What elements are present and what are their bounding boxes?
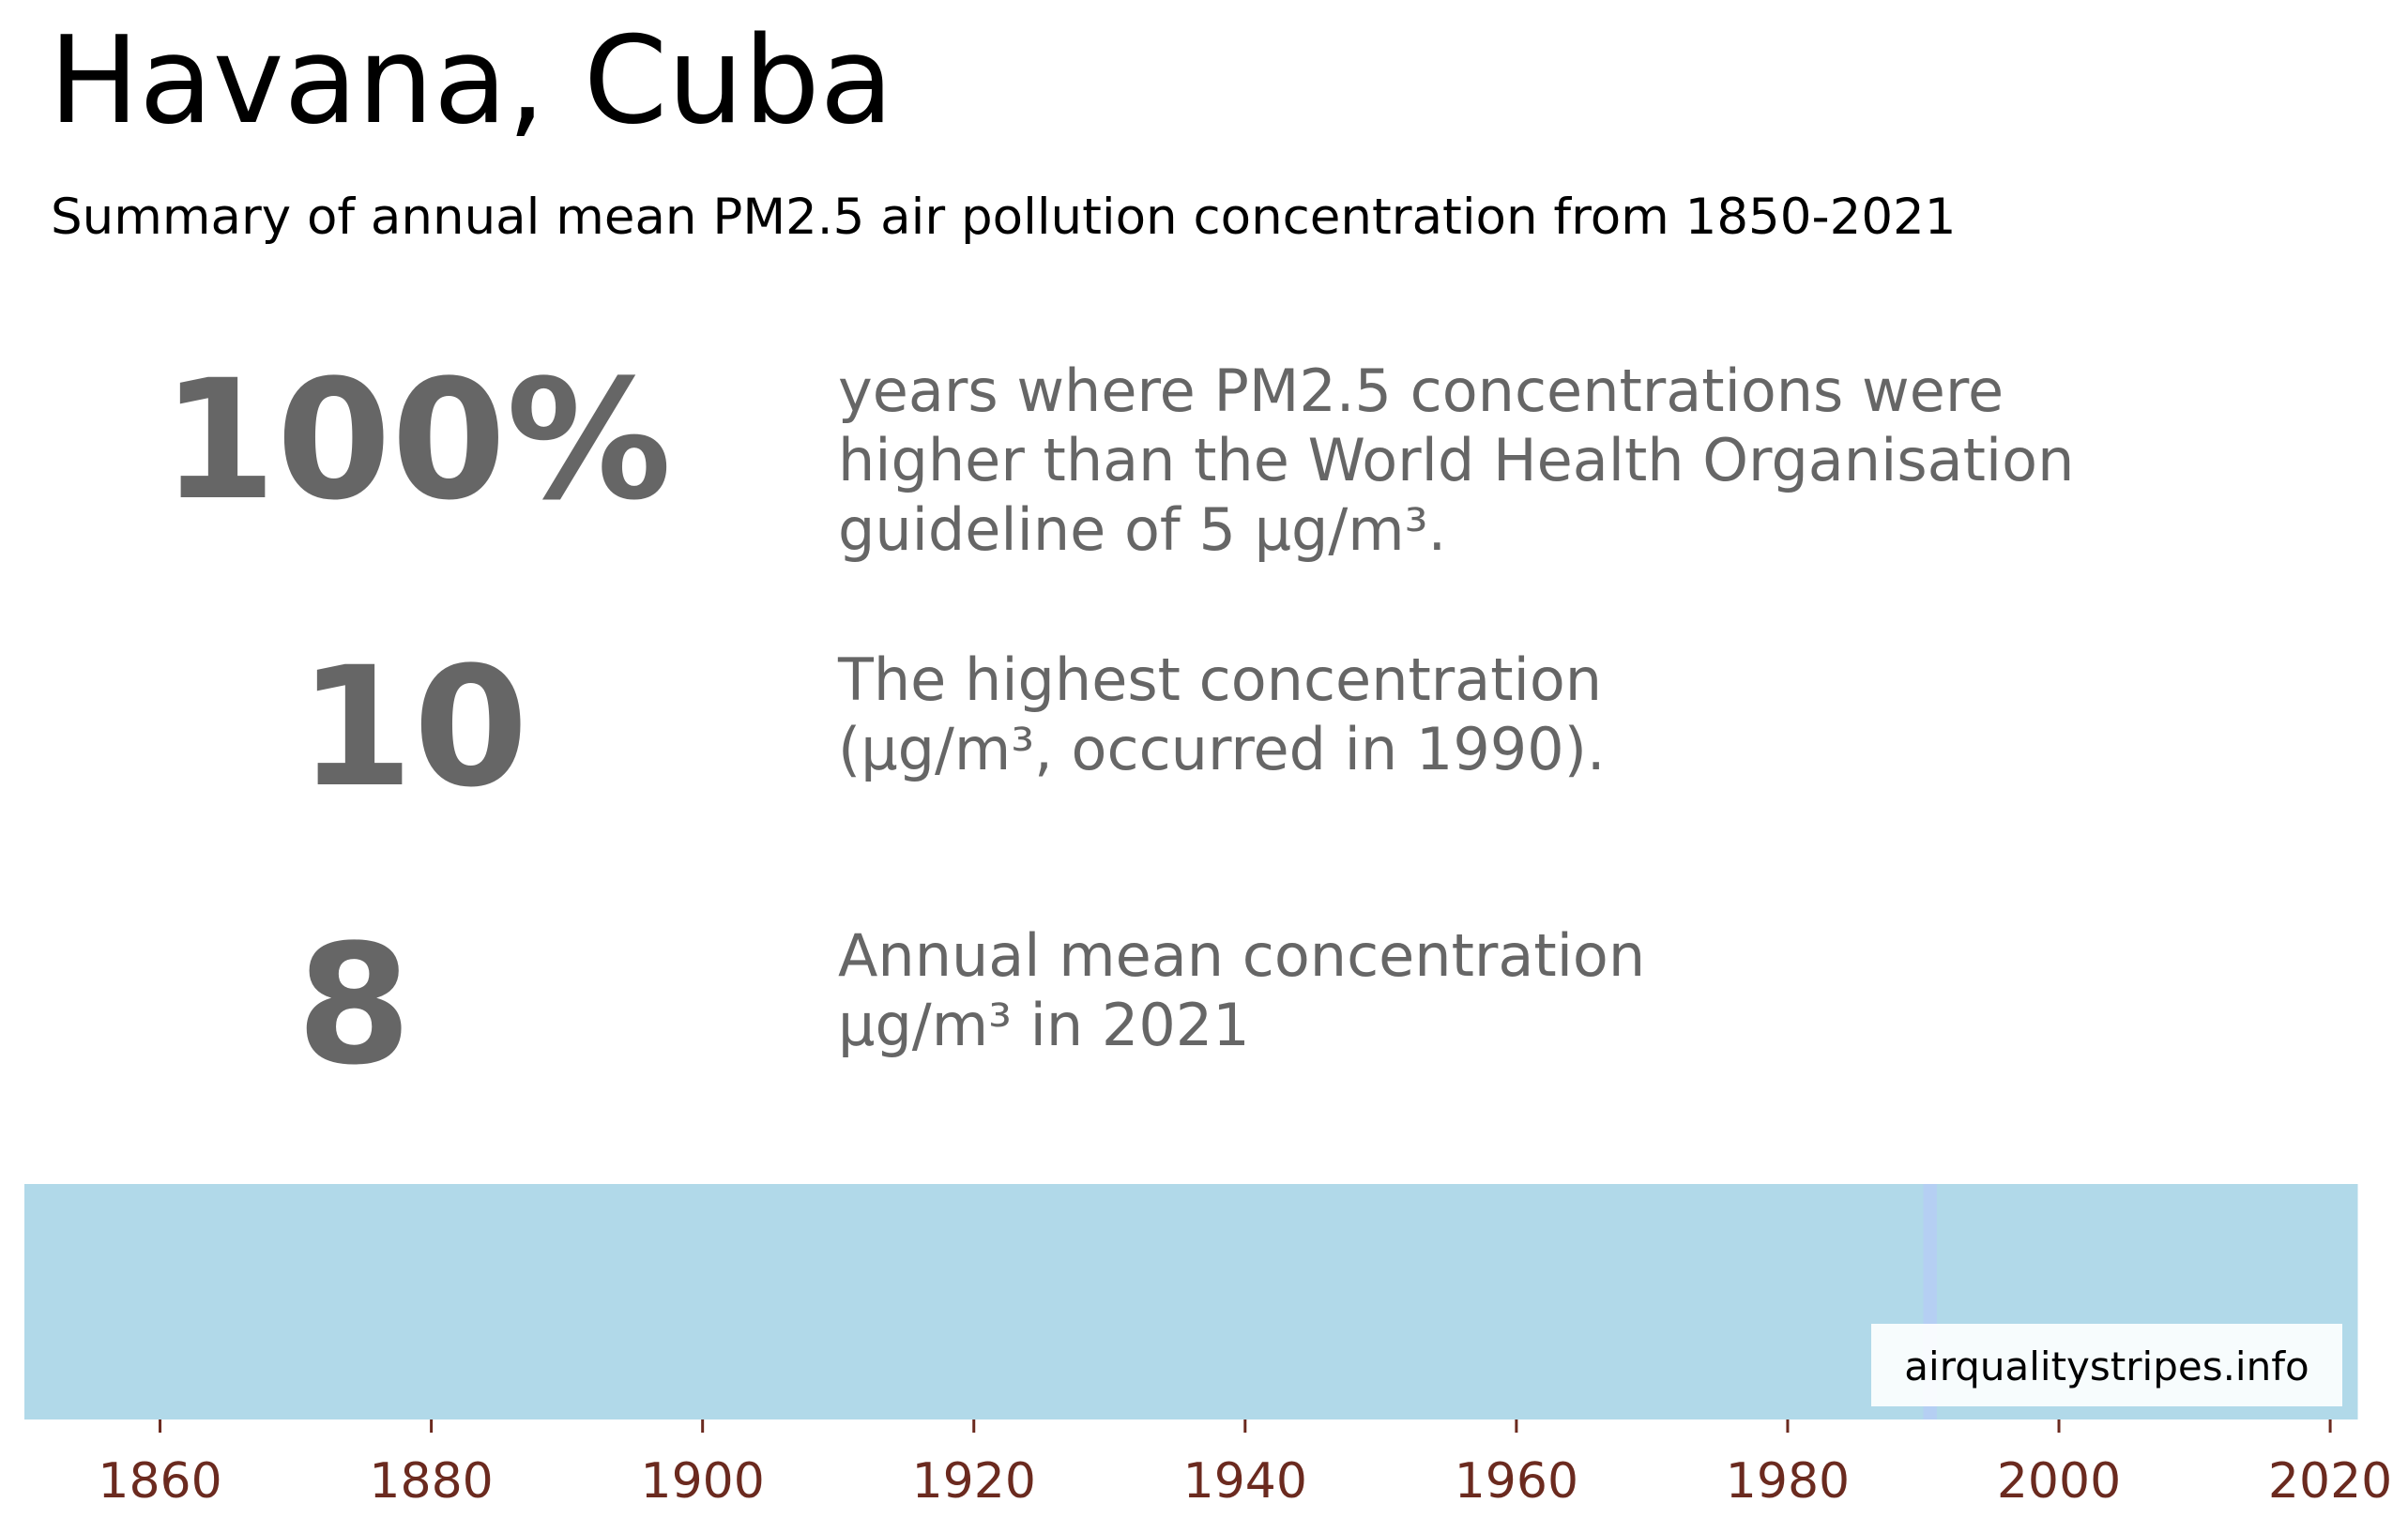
x-tick-label-1860: 1860: [98, 1453, 221, 1510]
x-tick-label-1940: 1940: [1183, 1453, 1307, 1510]
x-tick-label-1880: 1880: [369, 1453, 493, 1510]
x-tick-label-1900: 1900: [641, 1453, 765, 1510]
stat-value-percent-above-guideline: 100%: [161, 344, 672, 537]
watermark-text: airqualitystripes.info: [1904, 1343, 2309, 1389]
x-tick-label-2000: 2000: [1997, 1453, 2121, 1510]
x-tick-label-2020: 2020: [2268, 1453, 2392, 1510]
stat-value-latest-concentration: 8: [297, 909, 412, 1101]
stripe-1850-1989: [24, 1184, 1924, 1419]
x-tick-label-1980: 1980: [1726, 1453, 1850, 1510]
stat-text-percent-above-guideline: years where PM2.5 concentrations were hi…: [838, 357, 2075, 564]
page-title: Havana, Cuba: [49, 11, 893, 151]
x-tick-label-1920: 1920: [912, 1453, 1036, 1510]
page-subtitle: Summary of annual mean PM2.5 air polluti…: [51, 189, 1957, 246]
stat-text-latest-concentration: Annual mean concentration µg/m³ in 2021: [838, 921, 1646, 1059]
stat-text-highest-concentration: The highest concentration (µg/m³, occurr…: [838, 645, 1606, 783]
stat-value-highest-concentration: 10: [298, 631, 528, 824]
x-tick-label-1960: 1960: [1455, 1453, 1578, 1510]
watermark-box: [1871, 1324, 2342, 1406]
